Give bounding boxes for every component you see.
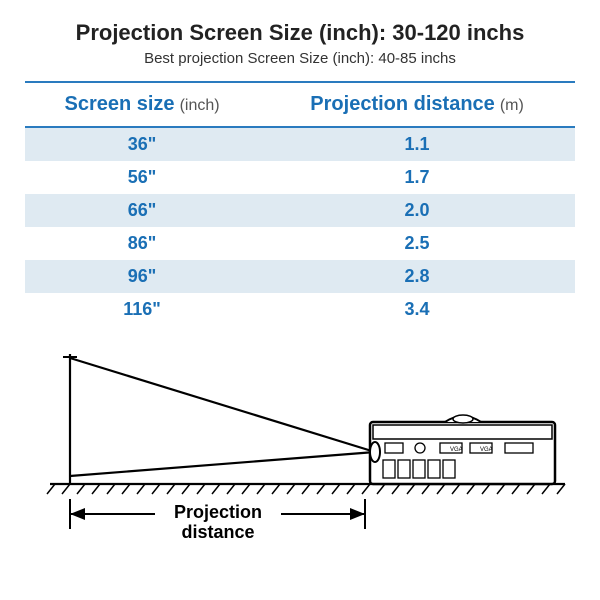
svg-text:Projection: Projection — [174, 502, 262, 522]
beam-bottom — [70, 452, 375, 476]
diagram-svg: VGA VGA Projection distance Projection d… — [25, 344, 575, 549]
col-header-proj-distance: Projection distance (m) — [259, 82, 575, 127]
table-body: 36"1.156"1.766"2.086"2.596"2.8116"3.4 — [25, 127, 575, 326]
table-cell: 3.4 — [259, 293, 575, 326]
page-title: Projection Screen Size (inch): 30-120 in… — [25, 20, 575, 46]
svg-text:VGA: VGA — [480, 447, 493, 453]
table-cell: 36" — [25, 127, 259, 161]
table-row: 56"1.7 — [25, 161, 575, 194]
table-cell: 96" — [25, 260, 259, 293]
table-row: 96"2.8 — [25, 260, 575, 293]
projector-icon: VGA VGA — [370, 415, 555, 484]
table-row: 116"3.4 — [25, 293, 575, 326]
table-row: 66"2.0 — [25, 194, 575, 227]
col-unit: (m) — [500, 97, 524, 114]
table-row: 86"2.5 — [25, 227, 575, 260]
ground-hatch — [47, 484, 565, 494]
table-cell: 1.7 — [259, 161, 575, 194]
projection-table: Screen size (inch) Projection distance (… — [25, 81, 575, 326]
table-cell: 1.1 — [259, 127, 575, 161]
col-label: Projection distance — [310, 93, 495, 115]
table-cell: 56" — [25, 161, 259, 194]
projection-diagram: VGA VGA Projection distance Projection d… — [25, 344, 575, 554]
svg-text:distance: distance — [181, 522, 254, 542]
table-cell: 2.5 — [259, 227, 575, 260]
col-unit: (inch) — [180, 97, 220, 114]
arrow-right — [350, 508, 365, 520]
table-cell: 86" — [25, 227, 259, 260]
svg-text:VGA: VGA — [450, 447, 463, 453]
table-row: 36"1.1 — [25, 127, 575, 161]
table-cell: 2.8 — [259, 260, 575, 293]
col-label: Screen size — [64, 93, 174, 115]
table-cell: 66" — [25, 194, 259, 227]
title-block: Projection Screen Size (inch): 30-120 in… — [25, 20, 575, 67]
table-cell: 116" — [25, 293, 259, 326]
arrow-left — [70, 508, 85, 520]
col-header-screen-size: Screen size (inch) — [25, 82, 259, 127]
beam-top — [70, 358, 375, 452]
table-header-row: Screen size (inch) Projection distance (… — [25, 82, 575, 127]
table-cell: 2.0 — [259, 194, 575, 227]
page-subtitle: Best projection Screen Size (inch): 40-8… — [25, 50, 575, 67]
